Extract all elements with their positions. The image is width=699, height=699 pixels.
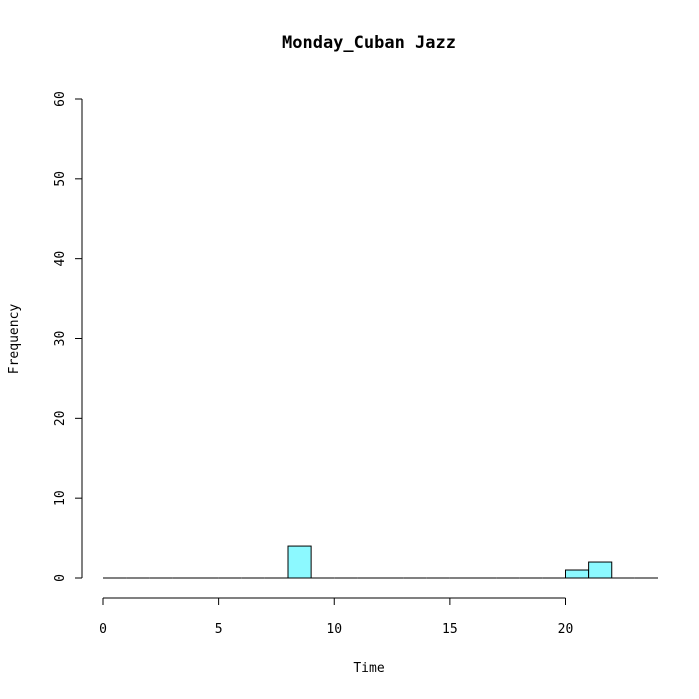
y-tick-label-60: 60 (53, 91, 68, 107)
y-tick-label-30: 30 (53, 331, 68, 347)
y-tick-label-10: 10 (53, 490, 68, 506)
y-tick-label-20: 20 (53, 411, 68, 427)
chart-title: Monday_Cuban Jazz (282, 33, 456, 53)
x-tick-label-15: 15 (442, 622, 458, 637)
y-tick-label-50: 50 (53, 171, 68, 187)
x-tick-label-5: 5 (215, 622, 223, 637)
histogram-bar-21 (588, 561, 613, 579)
x-axis-label: Time (353, 661, 384, 676)
y-tick-label-40: 40 (53, 251, 68, 267)
y-tick-label-0: 0 (53, 574, 68, 582)
y-axis-label: Frequency (7, 304, 22, 375)
y-axis: 0 10 20 30 40 50 60 (53, 91, 83, 582)
bars-group (103, 545, 658, 579)
x-tick-label-10: 10 (326, 622, 342, 637)
x-tick-label-20: 20 (558, 622, 574, 637)
x-axis: 0 5 10 15 20 (99, 597, 574, 637)
histogram-bar-20 (565, 569, 590, 579)
x-tick-label-0: 0 (99, 622, 107, 637)
histogram-bar-8 (287, 545, 312, 579)
